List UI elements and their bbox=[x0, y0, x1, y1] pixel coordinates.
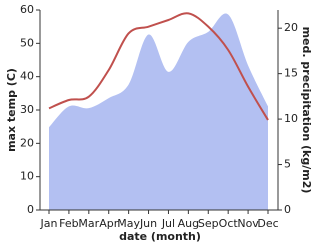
y2-axis-label: med. precipitation (kg/m2) bbox=[300, 27, 313, 194]
y2-tick-label: 10 bbox=[284, 112, 298, 125]
x-tick-label: Dec bbox=[257, 217, 278, 230]
x-tick-label: Apr bbox=[99, 217, 119, 230]
chart: date (month) max temp (C) med. precipita… bbox=[5, 3, 313, 243]
y-tick-label: 50 bbox=[20, 36, 34, 49]
x-tick-label: Mar bbox=[78, 217, 99, 230]
y-axis-label: max temp (C) bbox=[5, 68, 18, 152]
x-tick-label: Aug bbox=[178, 217, 199, 230]
x-tick-label: Jan bbox=[40, 217, 58, 230]
y2-tick-label: 5 bbox=[284, 158, 291, 171]
y-tick-label: 0 bbox=[27, 203, 34, 216]
x-tick-label: Oct bbox=[219, 217, 239, 230]
y-tick-label: 60 bbox=[20, 3, 34, 16]
y2-tick-label: 0 bbox=[284, 203, 291, 216]
y-tick-label: 10 bbox=[20, 170, 34, 183]
y2-tick-label: 20 bbox=[284, 21, 298, 34]
x-tick-label: Feb bbox=[59, 217, 78, 230]
x-tick-label: Jul bbox=[161, 217, 175, 230]
precipitation-area bbox=[49, 13, 268, 210]
y2-tick-label: 15 bbox=[284, 67, 298, 80]
x-tick-label: May bbox=[117, 217, 140, 230]
x-axis-label: date (month) bbox=[119, 230, 201, 243]
x-tick-label: Nov bbox=[237, 217, 259, 230]
x-tick-label: Jun bbox=[139, 217, 157, 230]
y-tick-label: 20 bbox=[20, 136, 34, 149]
y-tick-label: 30 bbox=[20, 103, 34, 116]
x-tick-label: Sep bbox=[198, 217, 219, 230]
y-tick-label: 40 bbox=[20, 70, 34, 83]
temp-line bbox=[48, 12, 269, 121]
